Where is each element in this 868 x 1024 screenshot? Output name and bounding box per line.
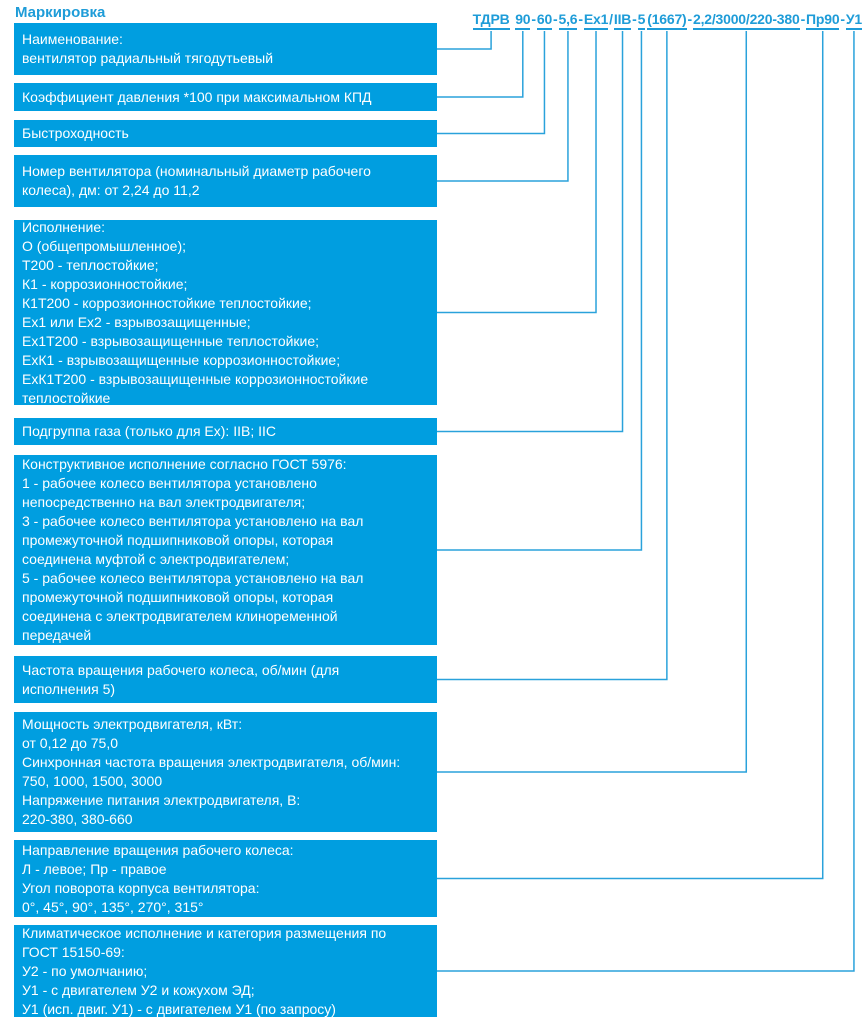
box-line: У1 - с двигателем У2 и кожухом ЭД; (22, 981, 255, 998)
box-line: промежуточной подшипниковой опоры, котор… (22, 589, 334, 605)
box-line: промежуточной подшипниковой опоры, котор… (22, 532, 334, 548)
box-design-version: Исполнение: О (общепромышленное); Т200 - т… (14, 218, 437, 406)
box-line: Ex1Т200 - взрывозащищенные теплостойкие; (22, 332, 320, 349)
marking-segment-Ex1: Ex1 (583, 11, 608, 30)
marking-segment-5: 5 (637, 11, 645, 30)
marking-segment-(1667): (1667) (647, 11, 687, 30)
box-speed-coefficient: Быстроходность (14, 120, 437, 147)
connector-rotation-direction (437, 31, 824, 880)
marking-segment-IIB: IIB (613, 11, 631, 30)
box-line: Ex1 или Ex2 - взрывозащищенные; (22, 313, 251, 330)
box-line: 0°, 45°, 90°, 135°, 270°, 315° (22, 898, 204, 915)
box-line: 5 - рабочее колесо вентилятора установле… (22, 570, 364, 586)
marking-separator: - (687, 11, 693, 27)
marking-separator (511, 11, 515, 30)
box-pressure-coefficient: Коэффициент давления *100 при максимальн… (14, 83, 437, 111)
box-line: ExК1Т200 - взрывозащищенные коррозионнос… (22, 370, 369, 387)
box-line: ExК1 - взрывозащищенные коррозионностойк… (22, 351, 341, 368)
marking-code: ТДРВ 90-60-5,6-Ex1/IIB-5 (1667)-2,2/3000/… (472, 11, 863, 30)
box-line: К1 - коррозионностойкие; (22, 275, 188, 292)
marking-segment-Пр90: Пр90 (806, 11, 840, 30)
box-line: соединена с электродвигателем клиноремен… (22, 608, 338, 624)
box-line: 220-380, 380-660 (22, 811, 133, 827)
connector-name (437, 31, 492, 50)
box-line: передачей (22, 627, 92, 643)
connector-pressure-coefficient (437, 31, 524, 98)
page-title: Маркировка (15, 4, 106, 21)
box-line: Подгруппа газа (только для Ex): IIB; IIC (22, 423, 276, 439)
connector-gas-subgroup (437, 31, 624, 433)
marking-separator: - (800, 11, 806, 27)
marking-segment-90: 90 (515, 11, 531, 30)
marking-separator: - (632, 11, 637, 27)
connector-impeller-speed (437, 31, 668, 681)
box-line: непосредственно на вал электродвигателя; (22, 494, 306, 510)
box-climatic-version: Климатическое исполнение и категория раз… (14, 925, 437, 1017)
marking-segment-2,2/3000/220-380: 2,2/3000/220-380 (692, 11, 800, 30)
box-line: теплостойкие (22, 389, 111, 406)
box-line: Климатическое исполнение и категория раз… (22, 924, 387, 941)
connector-climatic-version (437, 31, 855, 972)
marking-segment-У1: У1 (845, 11, 862, 30)
marking-separator: - (840, 11, 845, 27)
marking-separator: / (609, 11, 613, 27)
box-line: от 0,12 до 75,0 (22, 735, 119, 751)
box-line: 750, 1000, 1500, 3000 (22, 773, 163, 789)
box-line: У2 - по умолчанию; (22, 962, 148, 979)
marking-segment-60: 60 (536, 11, 552, 30)
box-line: О (общепромышленное); (22, 237, 187, 254)
marking-segment-ТДРВ: ТДРВ (472, 11, 510, 30)
connector-speed-coefficient (437, 31, 546, 135)
box-line: Конструктивное исполнение согласно ГОСТ … (22, 456, 347, 472)
box-line: Л - левое; Пр - правое (22, 860, 167, 877)
marking-separator: - (531, 11, 536, 27)
connector-design-version (437, 31, 597, 314)
box-rotation-direction: Направление вращения рабочего колеса: Л -… (14, 840, 437, 917)
connector-fan-number (437, 31, 569, 182)
box-line: соединена муфтой с электродвигателем; (22, 551, 290, 567)
box-line: Исполнение: (22, 218, 106, 235)
box-line: Коэффициент давления *100 при максимальн… (22, 88, 372, 105)
box-line: Напряжение питания электродвигателя, В: (22, 792, 301, 808)
box-line: Угол поворота корпуса вентилятора: (22, 879, 260, 896)
box-line: ГОСТ 15150-69: (22, 943, 125, 960)
box-line: Т200 - теплостойкие; (22, 256, 159, 273)
box-line: 1 - рабочее колесо вентилятора установле… (22, 475, 317, 491)
box-fan-number: Номер вентилятора (номинальный диаметр р… (14, 155, 437, 207)
box-motor-parameters: Мощность электродвигателя, кВт: от 0,12 д… (14, 712, 437, 832)
box-gas-subgroup: Подгруппа газа (только для Ex): IIB; IIC (14, 418, 437, 445)
box-line: колеса), дм: от 2,24 до 11,2 (22, 182, 200, 198)
box-line: Синхронная частота вращения электродвига… (22, 754, 401, 770)
box-impeller-speed: Частота вращения рабочего колеса, об/мин… (14, 656, 437, 703)
box-line: Наименование: (22, 31, 123, 47)
box-line: 3 - рабочее колесо вентилятора установле… (22, 513, 364, 529)
connector-constructive-version (437, 31, 643, 551)
box-constructive-version: Конструктивное исполнение согласно ГОСТ … (14, 455, 437, 645)
marking-separator: - (553, 11, 558, 27)
box-line: Быстроходность (22, 125, 129, 141)
marking-separator: - (578, 11, 583, 27)
box-line: вентилятор радиальный тягодутьевый (22, 50, 274, 66)
box-name: Наименование: вентилятор радиальный тягод… (14, 23, 437, 75)
box-line: К1Т200 - коррозионностойкие теплостойкие… (22, 294, 312, 311)
box-line: Мощность электродвигателя, кВт: (22, 716, 243, 732)
connector-motor-parameters (437, 31, 748, 773)
box-line: Направление вращения рабочего колеса: (22, 841, 294, 858)
box-line: Номер вентилятора (номинальный диаметр р… (22, 163, 371, 179)
marking-segment-5,6: 5,6 (558, 11, 578, 30)
box-line: У1 (исп. двиг. У1) - с двигателем У1 (по… (22, 1000, 336, 1017)
box-line: исполнения 5) (22, 680, 116, 697)
box-line: Частота вращения рабочего колеса, об/мин… (22, 661, 340, 678)
